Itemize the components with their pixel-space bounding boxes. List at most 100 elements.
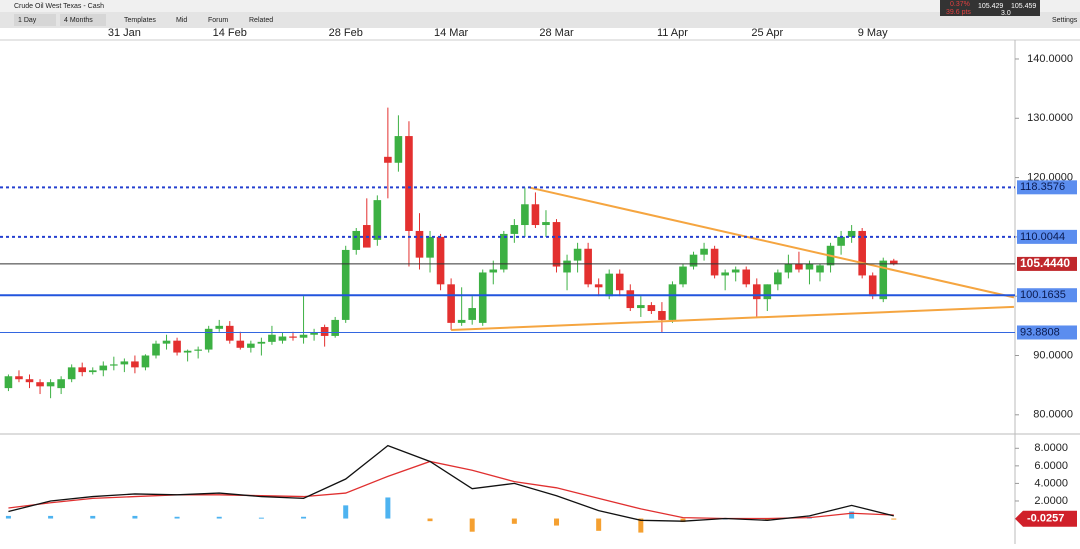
candle-body [278, 336, 287, 341]
candle-body [658, 311, 666, 320]
candle-body [405, 136, 413, 231]
candle-body [320, 327, 329, 336]
toolbar: Crude Oil West Texas - Cash 1 Day 4 Mont… [0, 0, 1080, 28]
candle-body [341, 249, 350, 320]
trendline [529, 186, 1015, 299]
candle-body [468, 308, 476, 320]
macd-y-tick-label: 8.0000 [1034, 442, 1068, 454]
candle-body [510, 225, 519, 234]
macd-y-tick-label: 4.0000 [1034, 477, 1068, 489]
x-tick-label: 9 May [858, 27, 888, 39]
range-button[interactable] [60, 14, 106, 26]
candle-body [204, 328, 213, 350]
ask: 105.459 [1011, 3, 1036, 10]
instrument-name[interactable]: Crude Oil West Texas - Cash [14, 3, 104, 10]
candle-body [384, 156, 392, 163]
candle-body [605, 273, 614, 297]
level-label: 100.1635 [1020, 289, 1066, 301]
candle-body [637, 305, 645, 309]
x-tick-label: 11 Apr [657, 27, 688, 39]
x-tick-label: 14 Feb [213, 27, 247, 39]
candle-body [542, 222, 550, 226]
interval-button[interactable] [14, 14, 56, 26]
toolbar-button[interactable]: Mid [176, 17, 187, 24]
toolbar-button[interactable]: Forum [208, 17, 228, 24]
candle-body [784, 263, 793, 273]
macd-histogram-bar [343, 505, 349, 519]
candle-body [626, 290, 635, 309]
candle-body [25, 379, 34, 383]
x-tick-label: 25 Apr [751, 27, 783, 39]
candle-body [215, 325, 224, 329]
candle-body [236, 340, 245, 348]
candle-body [268, 334, 276, 342]
macd-histogram-bar [596, 518, 602, 531]
candle-body [700, 248, 708, 255]
title-bar [0, 0, 1080, 12]
toolbar-button[interactable]: Related [249, 17, 273, 24]
candle-body [131, 361, 139, 368]
interval[interactable]: 1 Day [18, 17, 37, 24]
candle-body [742, 269, 751, 285]
y-tick-label: 90.0000 [1033, 349, 1073, 361]
x-tick-label: 31 Jan [108, 27, 141, 39]
y-tick-label: 130.0000 [1027, 112, 1073, 124]
toolbar-row [0, 12, 1080, 28]
candle-body [88, 370, 97, 373]
macd-histogram-bar [385, 497, 391, 519]
macd-line [8, 444, 894, 522]
candle-body [594, 284, 603, 288]
candle-body [679, 266, 687, 285]
macd-histogram-bar [301, 516, 307, 519]
candle-body [847, 230, 856, 237]
candle-body [436, 236, 445, 285]
candle-body [173, 340, 181, 353]
candle-body [99, 365, 108, 371]
range[interactable]: 4 Months [64, 17, 93, 24]
candle-body [141, 355, 150, 368]
x-tick-label: 14 Mar [434, 27, 469, 39]
signal-line [8, 460, 894, 520]
macd-histogram-bar [90, 515, 96, 519]
candle-body [257, 341, 266, 344]
candle-body [447, 284, 455, 323]
price-box [940, 0, 1040, 16]
candle-body [194, 349, 202, 351]
candle-body [731, 269, 740, 273]
level-label: 105.4440 [1020, 256, 1070, 270]
candle-body [710, 248, 719, 276]
macd-histogram-bar [764, 518, 770, 521]
candle-body [162, 340, 171, 344]
settings[interactable]: Settings [1052, 17, 1078, 24]
candle-body [837, 236, 845, 246]
macd-histogram-bar [427, 518, 433, 522]
level-label: 118.3576 [1020, 181, 1065, 193]
candle-body [247, 343, 255, 348]
candle-body [774, 272, 782, 285]
candle-body [225, 325, 234, 341]
macd-histogram-bar [511, 518, 517, 524]
bid: 105.429 [978, 3, 1003, 10]
toolbar-button[interactable]: Templates [124, 17, 156, 24]
candle-body [426, 236, 434, 258]
candle-body [689, 254, 698, 267]
candle-body [120, 361, 129, 365]
candle-body [668, 284, 677, 320]
candle-body [289, 336, 297, 338]
candle-body [394, 136, 403, 163]
macd-histogram-bar [132, 515, 138, 519]
candle-body [152, 343, 160, 356]
candle-body [879, 260, 888, 300]
change-pct: 0.37% [950, 1, 970, 8]
macd-y-tick-label: 6.0000 [1034, 460, 1068, 472]
candle-body [584, 248, 592, 285]
candle-body [573, 248, 582, 261]
candle-body [457, 319, 466, 323]
candle-body [500, 233, 508, 270]
macd-histogram-bar [216, 516, 222, 519]
level-label-box [1017, 180, 1077, 195]
candle-body [795, 263, 803, 270]
candle-body [36, 382, 44, 387]
